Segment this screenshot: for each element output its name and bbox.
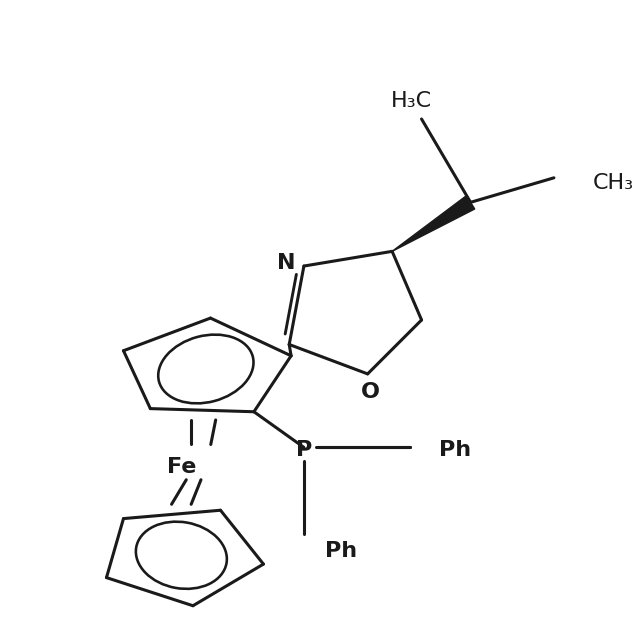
Polygon shape bbox=[392, 196, 475, 252]
Text: P: P bbox=[296, 440, 312, 461]
Text: N: N bbox=[277, 253, 296, 273]
Text: O: O bbox=[361, 382, 380, 401]
Text: Ph: Ph bbox=[439, 440, 471, 461]
Text: CH₃: CH₃ bbox=[593, 173, 634, 193]
Text: Fe: Fe bbox=[166, 457, 196, 477]
Text: H₃C: H₃C bbox=[391, 91, 432, 111]
Text: Ph: Ph bbox=[326, 541, 358, 561]
